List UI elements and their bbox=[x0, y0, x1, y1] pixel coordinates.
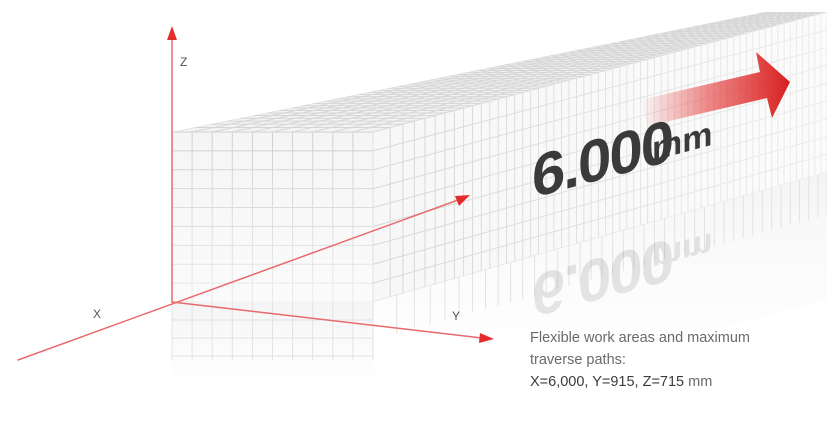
travel-caption: Flexible work areas and maximum traverse… bbox=[530, 327, 820, 393]
caption-values-line: X=6,000, Y=915, Z=715 mm bbox=[530, 371, 820, 393]
caption-line-1: Flexible work areas and maximum bbox=[530, 330, 750, 346]
y-axis-label: Y bbox=[452, 309, 460, 323]
caption-values: X=6,000, Y=915, Z=715 bbox=[530, 374, 685, 390]
x-axis-line bbox=[17, 199, 459, 361]
x-axis-label: X bbox=[93, 307, 101, 321]
z-axis-arrowhead bbox=[167, 26, 177, 40]
z-axis-label: Z bbox=[180, 55, 187, 69]
length-arrow bbox=[640, 52, 790, 126]
x-axis-arrowhead bbox=[455, 195, 470, 206]
y-axis-arrowhead bbox=[479, 333, 494, 343]
y-axis-line bbox=[171, 301, 483, 339]
coordinate-axes: Z Y X bbox=[17, 26, 494, 361]
caption-line-2: traverse paths: bbox=[530, 352, 626, 368]
caption-unit: mm bbox=[688, 374, 713, 390]
beam-reflection bbox=[171, 172, 827, 420]
